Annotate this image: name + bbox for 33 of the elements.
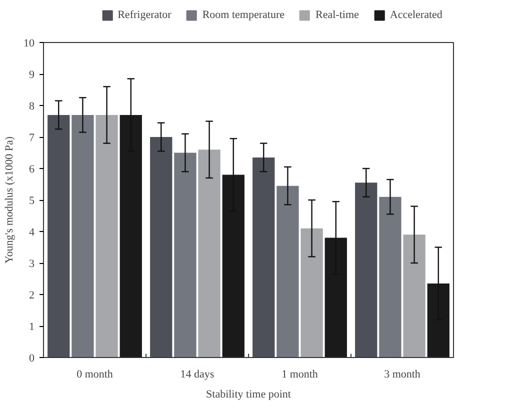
y-tick-label: 2 <box>29 290 34 302</box>
bar <box>355 182 378 358</box>
x-tick-label: 3 month <box>384 368 421 380</box>
y-tick-label: 7 <box>29 132 35 144</box>
legend-label: Refrigerator <box>118 9 172 21</box>
y-tick-label: 9 <box>29 69 35 81</box>
x-tick-label: 1 month <box>282 368 318 380</box>
bar <box>48 114 70 358</box>
legend-label: Accelerated <box>390 9 442 21</box>
y-tick-label: 3 <box>29 258 35 270</box>
bar <box>276 186 299 358</box>
bar <box>174 152 196 358</box>
bar <box>252 157 275 358</box>
bar <box>403 234 426 358</box>
bar <box>72 114 94 358</box>
legend-label: Room temperature <box>202 9 285 21</box>
y-tick-label: 4 <box>29 226 35 238</box>
y-tick-label: 1 <box>29 321 34 333</box>
legend-label: Real-time <box>316 9 359 21</box>
x-tick-label: 0 month <box>76 368 114 380</box>
bar <box>96 114 118 358</box>
x-tick-label: 14 days <box>180 368 214 380</box>
y-tick-label: 10 <box>24 38 35 50</box>
x-axis-title: Stability time point <box>206 388 291 400</box>
y-tick-label: 5 <box>29 195 35 207</box>
y-tick-label: 0 <box>29 352 35 364</box>
bar <box>198 150 220 358</box>
y-tick-label: 8 <box>29 100 35 112</box>
bar <box>150 137 172 358</box>
y-tick-label: 6 <box>29 164 35 176</box>
bar <box>379 196 402 358</box>
bar <box>300 228 323 358</box>
y-axis-title: Young's modulus (x1000 Pa) <box>4 136 16 264</box>
